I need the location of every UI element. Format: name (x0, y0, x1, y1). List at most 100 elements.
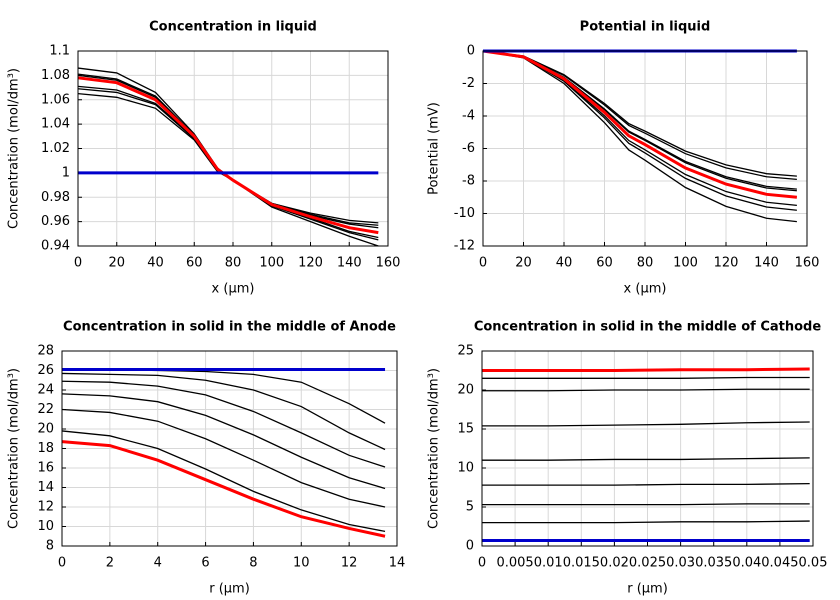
x-tick-label: 100 (259, 256, 284, 271)
x-tick-label: 80 (637, 256, 654, 271)
x-tick-label: 0 (74, 256, 82, 271)
y-tick-label: 10 (37, 519, 54, 534)
x-tick-label: 160 (795, 256, 820, 271)
series-line (61, 372, 386, 451)
series-line (482, 50, 797, 190)
series-line (77, 85, 379, 229)
series-line (482, 503, 810, 506)
x-tick-label: 14 (389, 556, 406, 571)
y-tick-label: 0.94 (41, 239, 70, 254)
x-tick-label: 10 (293, 556, 310, 571)
y-tick-label: 1 (62, 165, 70, 180)
series-line (77, 93, 379, 224)
y-tick-label: 0.96 (41, 214, 70, 229)
series-line (482, 482, 810, 486)
series-line (77, 76, 379, 235)
x-tick-label: 0.04 (732, 556, 761, 571)
y-tick-label: 1.04 (41, 117, 70, 132)
y-tick-label: 1.02 (41, 141, 70, 156)
y-tick-label: 0 (466, 539, 474, 554)
x-tick-label: 80 (225, 256, 242, 271)
series-line (482, 50, 797, 181)
x-tick-label: 120 (714, 256, 739, 271)
x-tick-label: 0.015 (563, 556, 600, 571)
series-line (482, 520, 810, 524)
series-line (482, 50, 797, 223)
y-tick-label: -2 (462, 76, 475, 91)
y-axis-label: Concentration (mol/dm³) (427, 368, 442, 529)
y-tick-label: 22 (37, 402, 54, 417)
x-tick-label: 100 (673, 256, 698, 271)
x-tick-label: 20 (515, 256, 532, 271)
y-tick-label: 24 (37, 383, 54, 398)
y-tick-label: -4 (462, 109, 475, 124)
x-tick-label: 20 (108, 256, 125, 271)
series-line (482, 457, 810, 461)
y-axis-label: Concentration (mol/dm³) (7, 68, 22, 229)
x-tick-label: 0.05 (799, 556, 828, 571)
y-tick-label: 15 (457, 422, 474, 437)
x-tick-label: 60 (596, 256, 613, 271)
series-line (61, 440, 386, 538)
chart-title: Concentration in solid in the middle of … (474, 320, 822, 335)
y-tick-label: 8 (46, 539, 54, 554)
series-line (61, 408, 386, 508)
x-tick-label: 8 (249, 556, 257, 571)
y-tick-label: -6 (462, 141, 475, 156)
chart-title: Potential in liquid (580, 20, 711, 35)
x-tick-label: 12 (341, 556, 358, 571)
x-tick-label: 0.035 (695, 556, 732, 571)
x-tick-label: 0 (478, 556, 486, 571)
y-tick-label: 1.1 (49, 44, 70, 59)
x-tick-label: 0.005 (496, 556, 533, 571)
y-tick-label: -8 (462, 174, 475, 189)
y-tick-label: 28 (37, 344, 54, 359)
y-tick-label: -12 (454, 239, 475, 254)
series-line (482, 367, 810, 372)
x-tick-label: 0.03 (666, 556, 695, 571)
series-line (482, 376, 810, 379)
series-line (77, 88, 379, 226)
x-tick-label: 0.025 (629, 556, 666, 571)
series-line (482, 421, 810, 427)
series-line (482, 388, 810, 392)
plot-frame (481, 350, 814, 547)
y-tick-label: -10 (454, 206, 475, 221)
y-tick-label: 14 (37, 480, 54, 495)
series-line (61, 393, 386, 490)
y-tick-label: 0 (467, 44, 475, 59)
x-tick-label: 4 (154, 556, 162, 571)
x-axis-label: r (µm) (209, 582, 250, 597)
y-tick-label: 1.08 (41, 68, 70, 83)
chart-title: Concentration in solid in the middle of … (63, 320, 396, 335)
y-axis-label: Potential (mV) (427, 102, 442, 195)
y-tick-label: 20 (457, 383, 474, 398)
y-tick-label: 26 (37, 363, 54, 378)
x-tick-label: 120 (298, 256, 323, 271)
plot-frame (61, 350, 398, 547)
x-tick-label: 60 (186, 256, 203, 271)
x-axis-label: x (µm) (212, 282, 255, 297)
x-tick-label: 40 (556, 256, 573, 271)
chart-title: Concentration in liquid (149, 20, 317, 35)
plot-frame (482, 50, 808, 247)
series-line (61, 380, 386, 468)
x-tick-label: 0 (58, 556, 66, 571)
x-axis-label: r (µm) (627, 582, 668, 597)
x-tick-label: 140 (337, 256, 362, 271)
series-line (482, 49, 798, 199)
x-tick-label: 160 (376, 256, 401, 271)
x-tick-label: 40 (147, 256, 164, 271)
x-tick-label: 0.045 (761, 556, 798, 571)
y-tick-label: 20 (37, 422, 54, 437)
y-tick-label: 12 (37, 500, 54, 515)
x-tick-label: 6 (201, 556, 209, 571)
x-tick-label: 2 (106, 556, 114, 571)
y-tick-label: 25 (457, 344, 474, 359)
y-tick-label: 18 (37, 441, 54, 456)
plot-frame (77, 50, 389, 247)
x-tick-label: 140 (754, 256, 779, 271)
y-tick-label: 10 (457, 461, 474, 476)
x-axis-label: x (µm) (624, 282, 667, 297)
